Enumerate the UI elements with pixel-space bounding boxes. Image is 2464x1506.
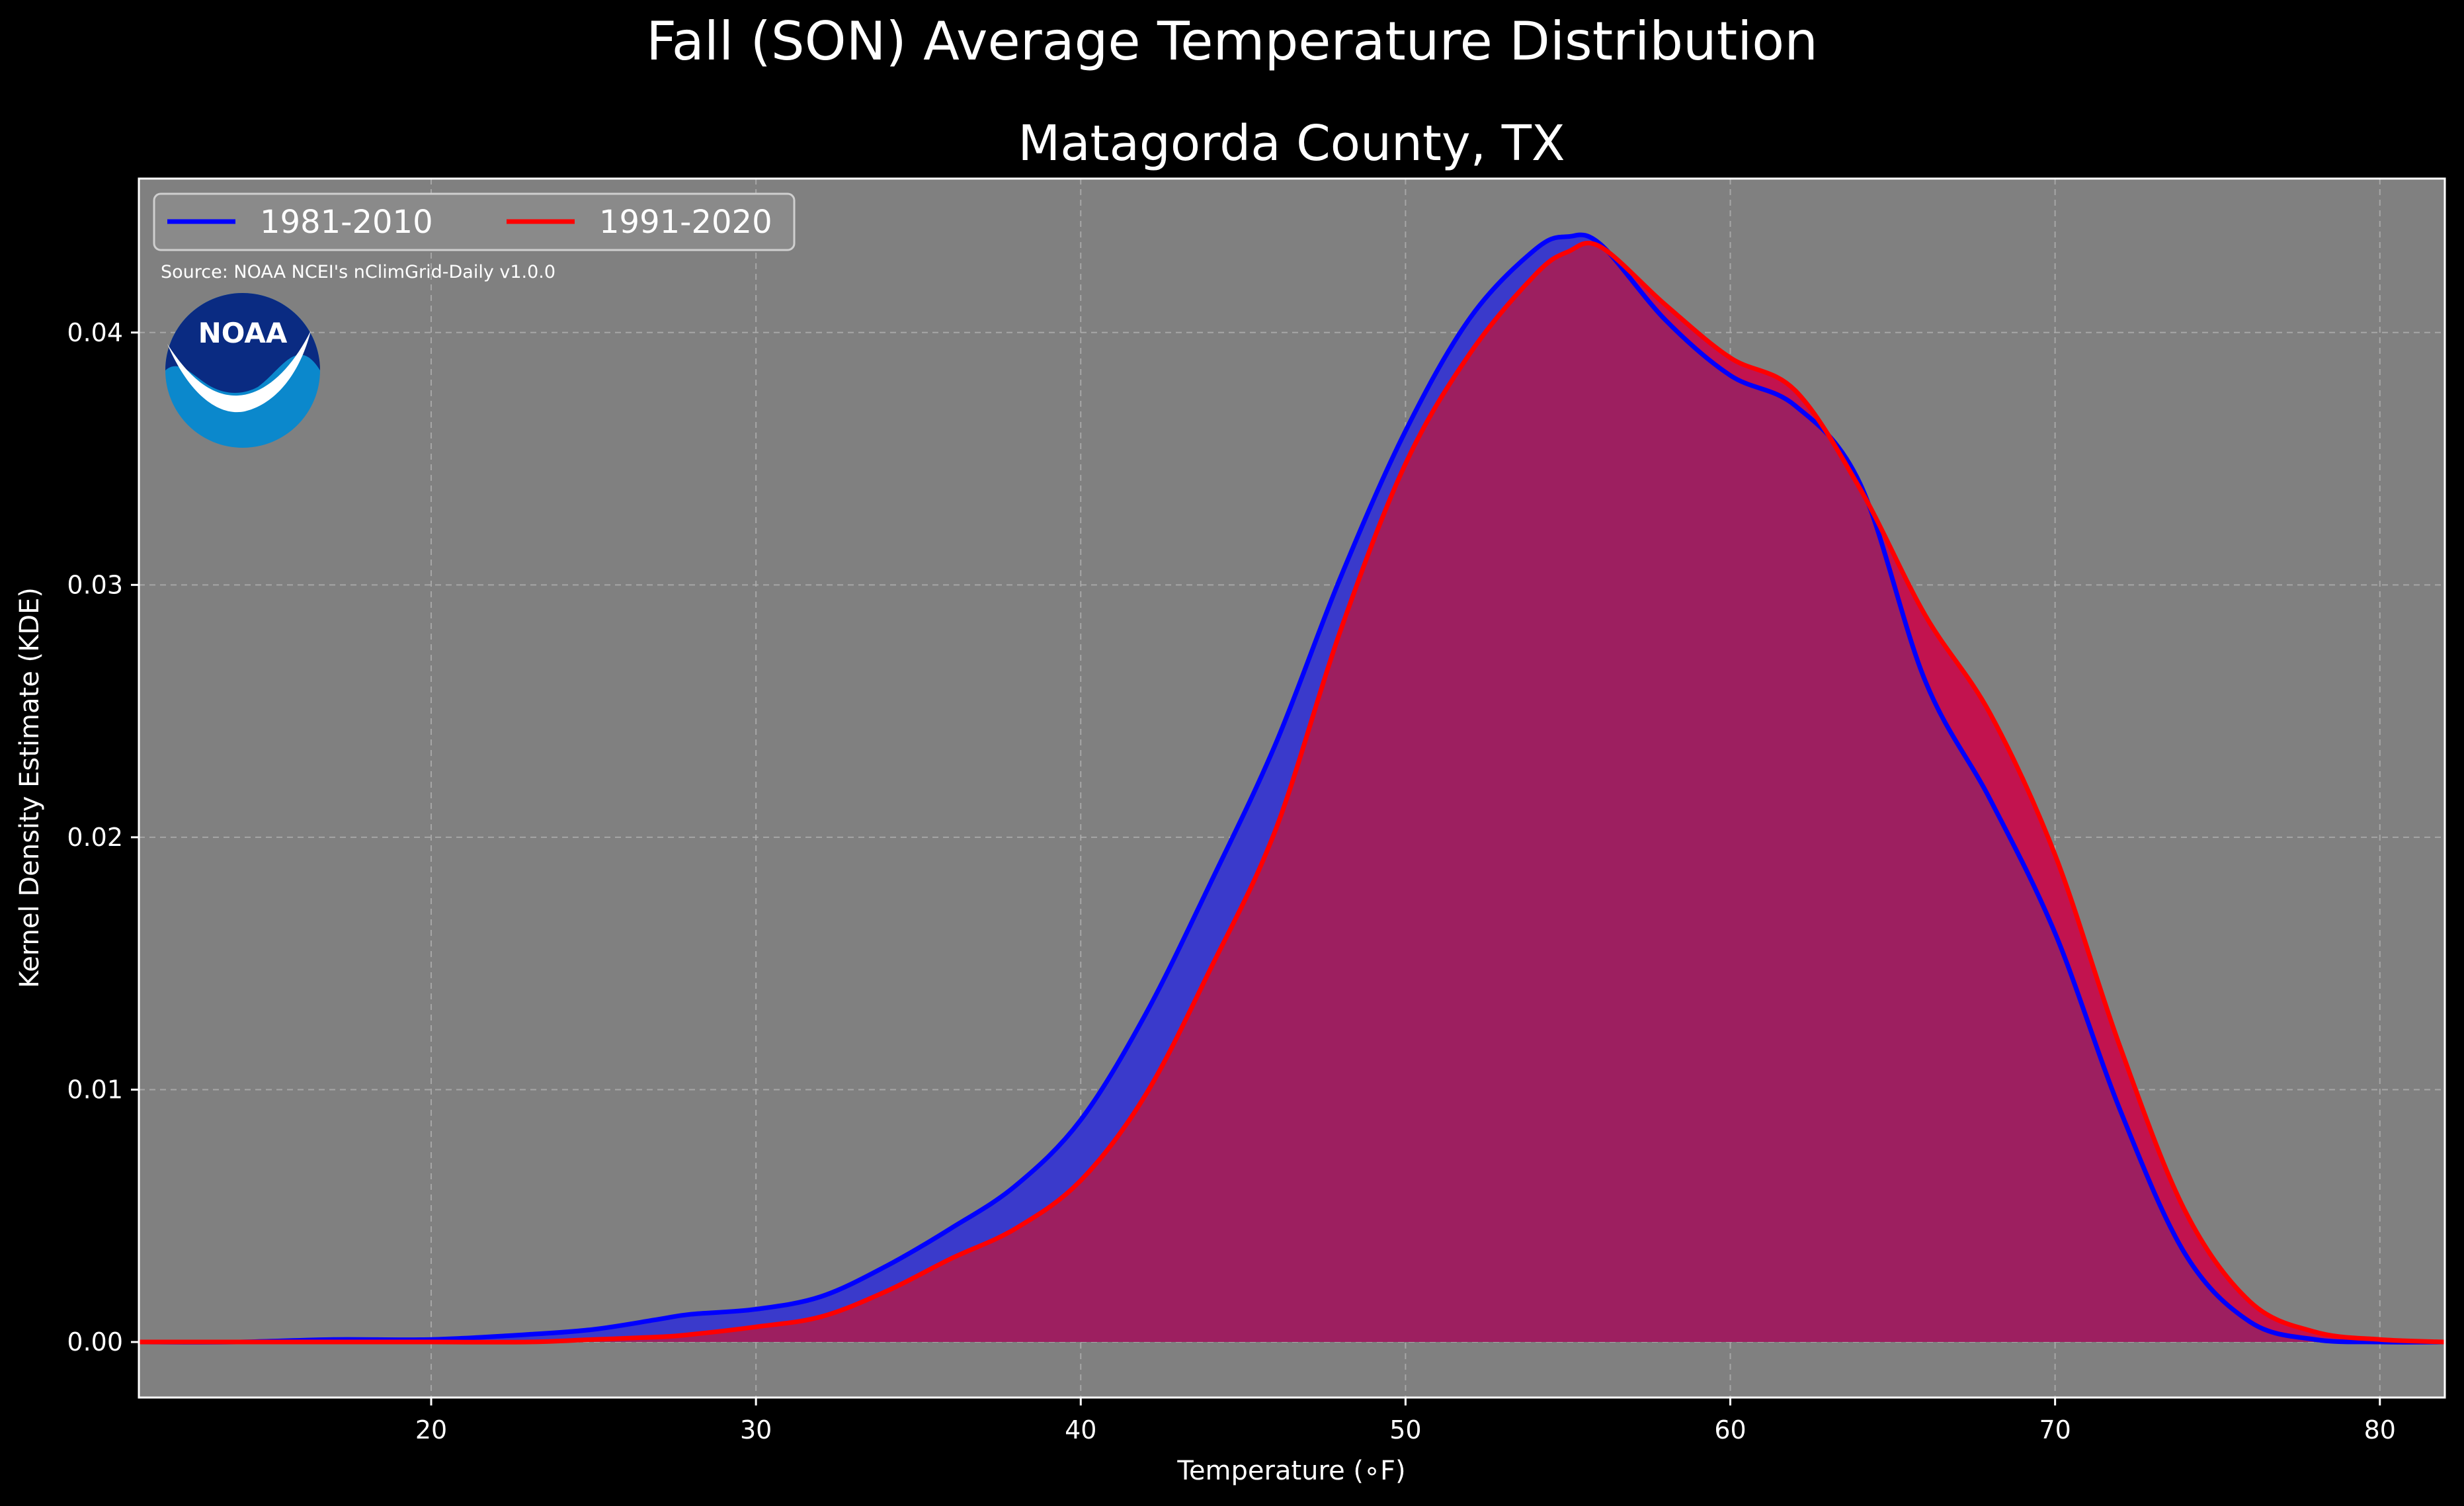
x-tick-label: 40 [1065, 1415, 1096, 1444]
legend-label-1981-2010: 1981-2010 [260, 204, 433, 241]
y-tick-label: 0.02 [67, 823, 123, 852]
line-1981-2010 [138, 232, 2445, 1345]
y-tick-label: 0.00 [67, 1327, 123, 1357]
plot-frame [138, 177, 2446, 1399]
x-tick-label: 60 [1714, 1415, 1746, 1444]
x-tick-label: 50 [1389, 1415, 1421, 1444]
legend-box [153, 192, 796, 251]
x-tick-label: 30 [740, 1415, 772, 1444]
y-tick-label: 0.04 [67, 318, 123, 347]
y-axis-ticks: 0.00 0.01 0.02 0.03 0.04 [67, 318, 139, 1357]
kde-lines [138, 232, 2445, 1345]
chart-title: Matagorda County, TX [1018, 115, 1565, 172]
line-1991-2020 [138, 241, 2445, 1345]
y-tick-label: 0.01 [67, 1075, 123, 1104]
chart-suptitle: Fall (SON) Average Temperature Distribut… [646, 11, 1818, 72]
x-tick-label: 80 [2364, 1415, 2396, 1444]
area-overlap [139, 243, 2445, 1343]
noaa-logo: NOAA [165, 293, 320, 448]
legend-label-1991-2020: 1991-2020 [599, 204, 772, 241]
x-axis-ticks: 20 30 40 50 60 70 80 [415, 1398, 2396, 1444]
x-tick-label: 70 [2039, 1415, 2071, 1444]
y-tick-label: 0.03 [67, 570, 123, 599]
noaa-logo-text: NOAA [198, 317, 288, 349]
y-axis-label: Kernel Density Estimate (KDE) [15, 587, 45, 988]
legend: 1981-2010 1991-2020 [153, 192, 796, 251]
x-tick-label: 20 [415, 1415, 447, 1444]
source-note: Source: NOAA NCEI's nClimGrid-Daily v1.0… [161, 262, 555, 282]
x-axis-label: Temperature (∘F) [1176, 1456, 1405, 1486]
